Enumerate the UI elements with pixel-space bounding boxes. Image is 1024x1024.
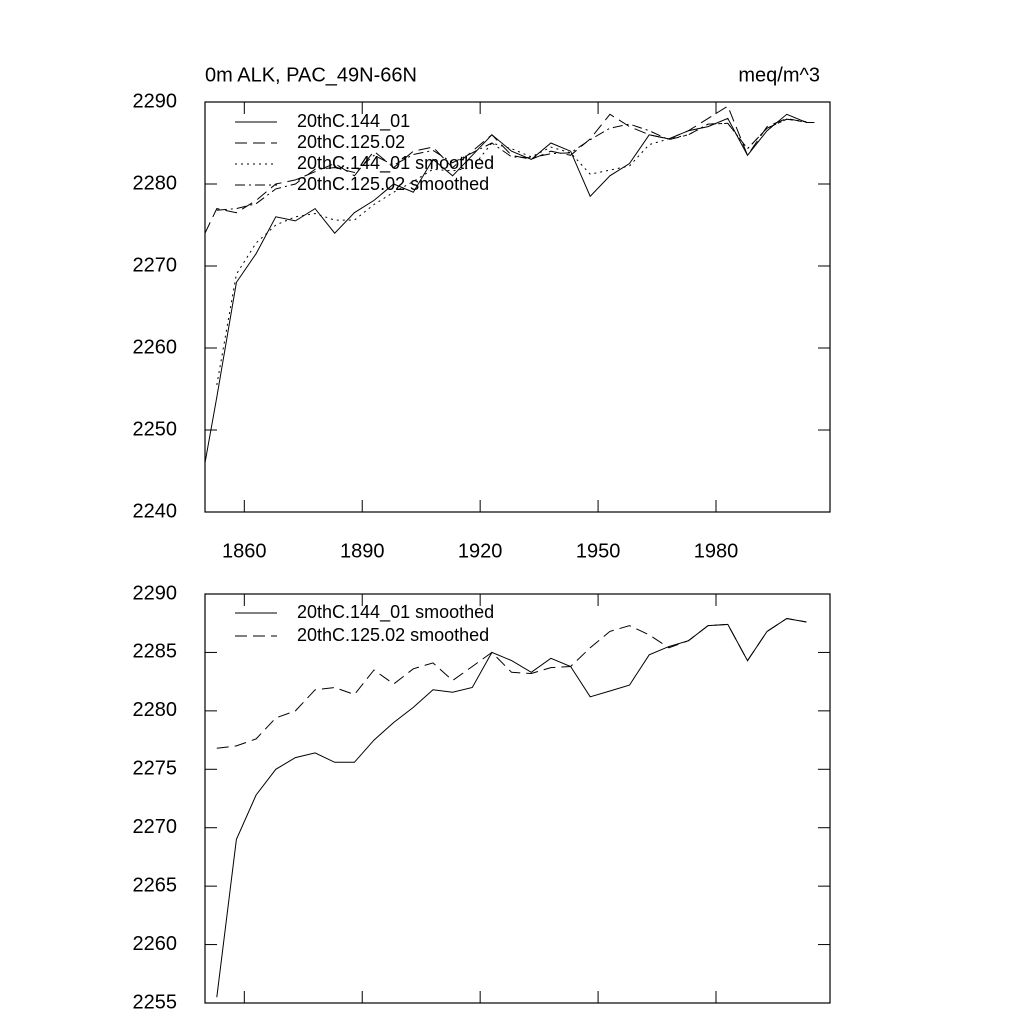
y-tick-label: 2240 (133, 500, 178, 522)
x-tick-label: 1980 (694, 540, 739, 562)
series-line (204, 113, 815, 463)
y-tick-label: 2290 (133, 582, 178, 604)
units-label: meq/m^3 (738, 64, 820, 86)
series-line (204, 105, 815, 234)
x-tick-label: 1860 (222, 540, 267, 562)
y-tick-label: 2260 (133, 933, 178, 955)
legend-label: 20thC.125.02 (297, 132, 405, 152)
plot-frame (204, 101, 831, 513)
y-tick-label: 2275 (133, 758, 178, 780)
y-tick-label: 2290 (133, 90, 178, 112)
series-line (216, 617, 807, 749)
chart-title: 0m ALK, PAC_49N-66N (205, 64, 417, 86)
legend-label: 20thC.125.02 smoothed (297, 174, 489, 194)
legend-label: 20thC.125.02 smoothed (297, 625, 489, 645)
y-tick-label: 2260 (133, 336, 178, 358)
legend-label: 20thC.144_01 (297, 111, 410, 132)
y-tick-label: 2285 (133, 641, 178, 663)
legend-label: 20thC.144_01 smoothed (297, 153, 494, 174)
y-tick-label: 2255 (133, 991, 178, 1013)
plot-frame (204, 593, 831, 1004)
y-tick-label: 2270 (133, 254, 178, 276)
x-tick-label: 1950 (576, 540, 621, 562)
y-tick-label: 2280 (133, 172, 178, 194)
y-tick-label: 2270 (133, 816, 178, 838)
legend-label: 20thC.144_01 smoothed (297, 602, 494, 623)
y-tick-label: 2265 (133, 874, 178, 896)
x-tick-label: 1920 (458, 540, 503, 562)
y-tick-label: 2250 (133, 418, 178, 440)
y-tick-label: 2280 (133, 699, 178, 721)
x-tick-label: 1890 (340, 540, 385, 562)
series-line (216, 118, 807, 211)
